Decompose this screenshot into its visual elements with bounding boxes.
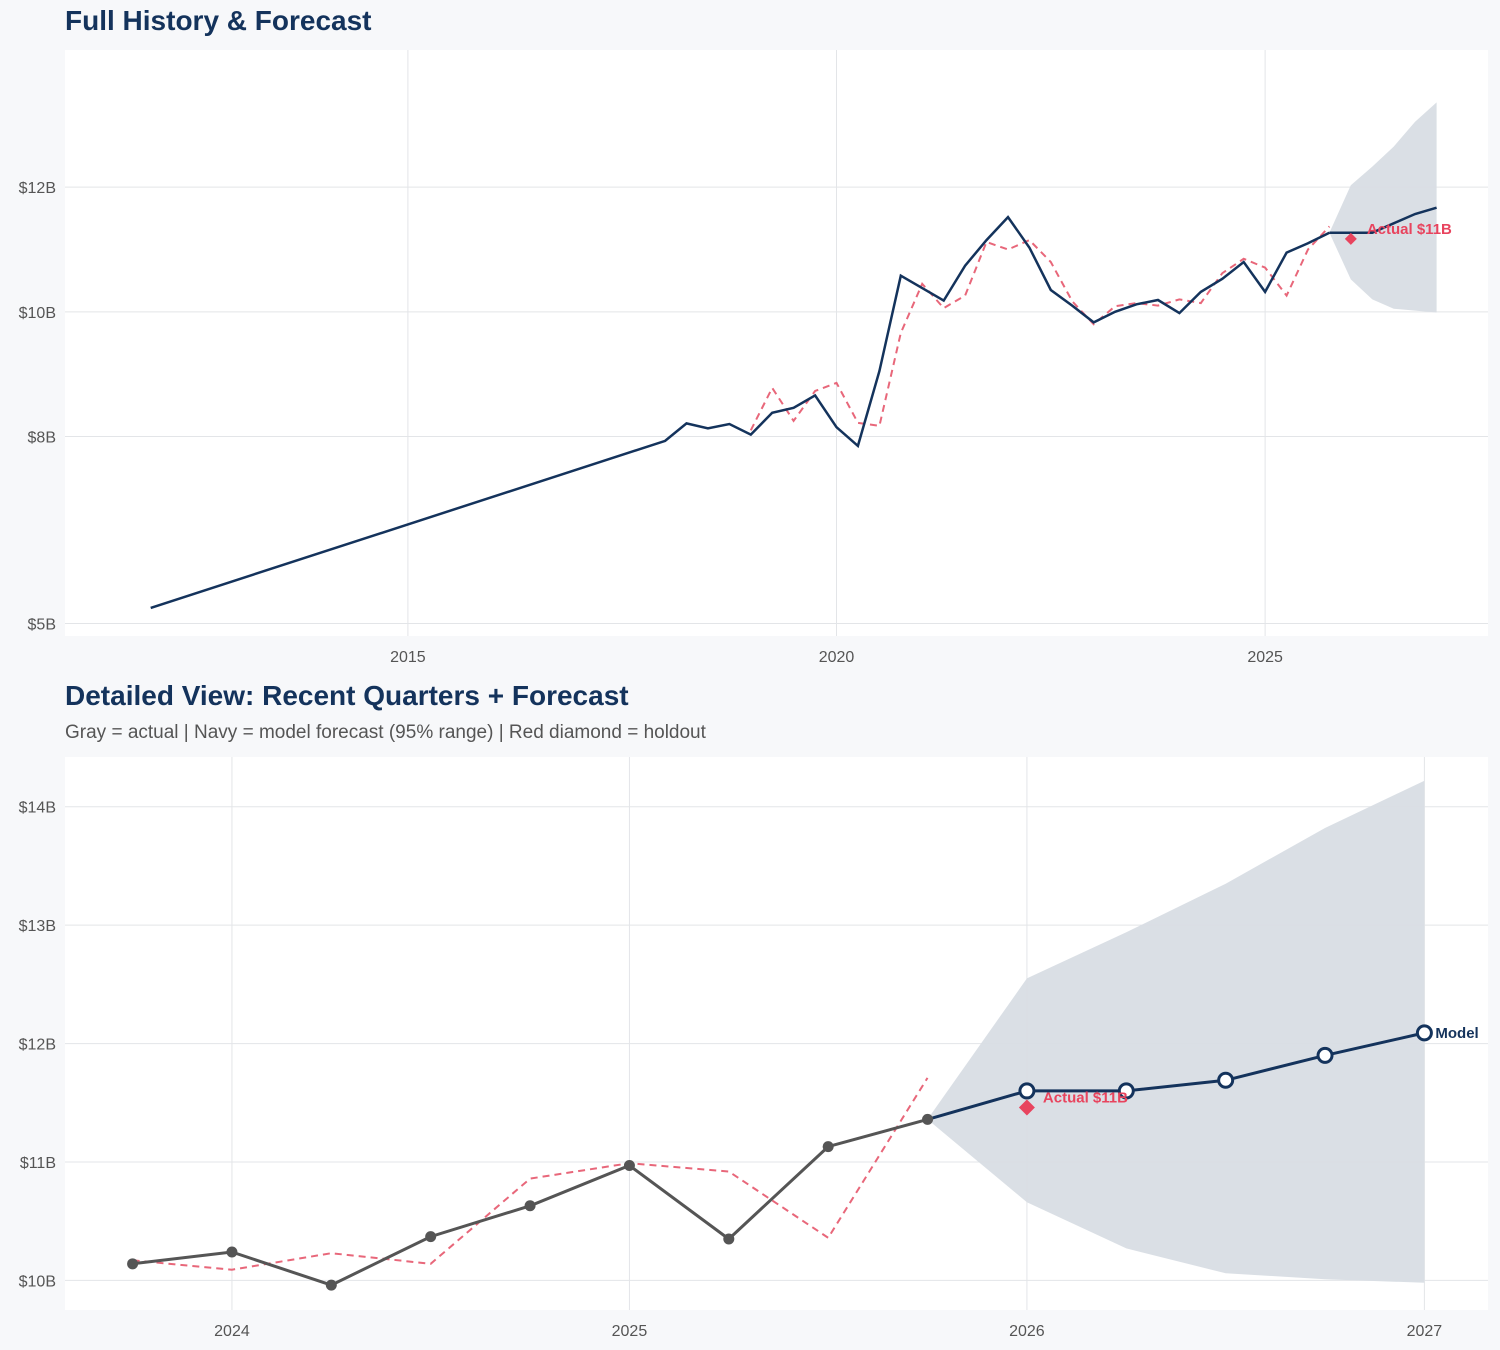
y-tick-label: $12B — [19, 180, 56, 197]
y-tick-label: $13B — [19, 918, 56, 935]
y-tick-label: $11B — [20, 1155, 56, 1172]
actual-line — [150, 215, 1330, 610]
forecast-point — [1415, 1024, 1433, 1042]
y-tick-label: $8B — [28, 430, 56, 447]
actual-point — [822, 1141, 834, 1153]
forecast-band — [927, 780, 1425, 1283]
x-tick-label: 2025 — [612, 1323, 648, 1340]
holdout-diamond — [1344, 232, 1357, 245]
forecast-point — [1316, 1046, 1334, 1064]
forecast-line — [1329, 206, 1437, 234]
x-tick-label: 2026 — [1009, 1323, 1045, 1340]
holdout-label: Actual $11B — [1367, 221, 1452, 238]
actual-point — [425, 1231, 437, 1243]
actual-point — [524, 1200, 536, 1212]
x-tick-label: 2015 — [390, 649, 426, 666]
x-tick-label: 2024 — [214, 1323, 250, 1340]
forecast-point — [1117, 1082, 1135, 1100]
x-tick-label: 2027 — [1407, 1323, 1443, 1340]
model-label: Model — [1435, 1025, 1478, 1042]
y-tick-label: $5B — [28, 617, 56, 634]
forecast-point — [1217, 1071, 1235, 1089]
y-tick-label: $10B — [19, 1273, 56, 1290]
y-tick-label: $14B — [19, 800, 56, 817]
actual-point — [922, 1113, 934, 1125]
holdout-label: Actual $11B — [1043, 1090, 1128, 1107]
y-tick-label: $10B — [19, 305, 56, 322]
forecast-band — [1329, 102, 1437, 313]
bottom-chart-subtitle: Gray = actual | Navy = model forecast (9… — [65, 722, 706, 743]
actual-point — [623, 1160, 635, 1172]
x-tick-label: 2020 — [819, 649, 855, 666]
actual-point — [325, 1279, 337, 1291]
actual-point — [723, 1233, 735, 1245]
actual-point — [226, 1246, 238, 1258]
actual-point — [127, 1258, 139, 1270]
forecast-line — [927, 1031, 1425, 1121]
full-history-chart: 2015 2020 2025 $5B $8B $10B $12B Actual $11B — [19, 50, 1488, 666]
plot-area — [65, 50, 1488, 636]
holdout-diamond — [1018, 1099, 1035, 1116]
bottom-chart-title: Detailed View: Recent Quarters + Forecas… — [65, 680, 629, 711]
x-tick-label: 2025 — [1247, 649, 1283, 666]
fitted-line — [749, 225, 1331, 431]
forecast-point — [1018, 1082, 1036, 1100]
y-tick-label: $12B — [19, 1037, 56, 1054]
top-chart-title: Full History & Forecast — [65, 5, 372, 36]
